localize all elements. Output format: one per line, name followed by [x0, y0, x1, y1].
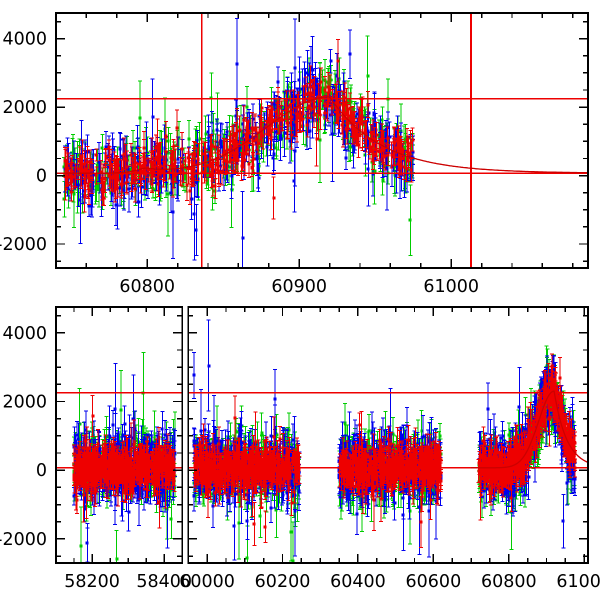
y-axis-ticks	[56, 314, 183, 557]
bottom-panel	[56, 307, 589, 563]
y-axis-ticks	[56, 20, 588, 262]
x-axis-ticks	[55, 307, 183, 563]
top-panel-axes: -2000 0 2000 4000 60800 60900 61000	[0, 12, 589, 297]
x-tick-label: 60200	[255, 572, 311, 592]
top-panel	[56, 13, 588, 268]
x-tick-label: 60600	[406, 572, 462, 592]
x-axis-labels: 60800 60900 61000	[119, 277, 479, 297]
data-series-ee0000	[337, 411, 443, 548]
x-tick-label: 60900	[271, 277, 327, 297]
top-panel-reference-lines	[56, 13, 588, 268]
bottom-panel-data	[72, 319, 577, 563]
axis-break-gap	[183, 296, 188, 574]
x-axis-ticks	[55, 13, 574, 268]
bottom-panel-reference-lines	[56, 392, 588, 469]
y-tick-label: -2000	[0, 530, 47, 550]
x-tick-label: 60800	[481, 572, 537, 592]
y-tick-label: 4000	[2, 30, 47, 50]
x-tick-label: 60800	[119, 277, 175, 297]
bottom-panel-frame-segment-1	[187, 306, 589, 564]
y-tick-label: 0	[36, 167, 47, 187]
x-tick-label: 60400	[330, 572, 386, 592]
x-tick-label: 58400	[136, 572, 192, 592]
bottom-panel-model-curve	[471, 390, 589, 469]
y-tick-label: 4000	[2, 324, 47, 344]
x-axis-labels: 60000 60200 60400 60600 60800 61000	[179, 572, 600, 592]
data-series-ee0000	[192, 395, 302, 547]
x-tick-label: 58200	[64, 572, 120, 592]
data-series-ee0000	[63, 38, 415, 220]
x-axis-labels: 58200 58400	[64, 572, 192, 592]
x-axis-ticks	[187, 307, 585, 563]
y-tick-label: 0	[36, 461, 47, 481]
data-series-ee0000	[476, 353, 577, 521]
y-axis-labels: -2000 0 2000 4000	[0, 30, 47, 255]
y-axis-labels: -2000 0 2000 4000	[0, 324, 47, 550]
x-tick-label: 60000	[179, 572, 235, 592]
top-panel-model-curve	[56, 96, 588, 174]
bottom-panel-frame-segment-0	[55, 306, 184, 564]
top-panel-bg	[56, 13, 588, 268]
x-tick-label: 61000	[556, 572, 600, 592]
y-tick-label: -2000	[0, 235, 47, 255]
top-panel-frame	[55, 12, 589, 269]
x-tick-label: 61000	[423, 277, 479, 297]
y-tick-label: 2000	[2, 392, 47, 412]
y-tick-label: 2000	[2, 98, 47, 118]
